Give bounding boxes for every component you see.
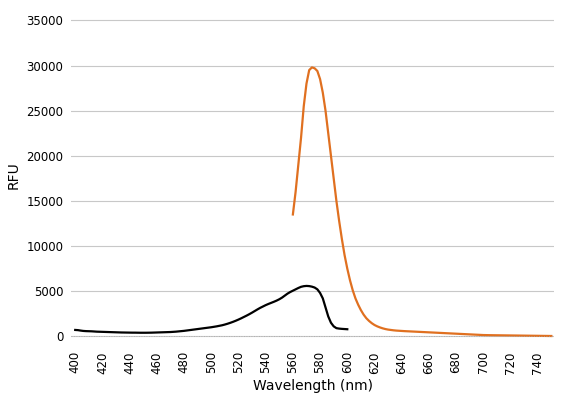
Y-axis label: RFU: RFU [7, 161, 21, 189]
X-axis label: Wavelength (nm): Wavelength (nm) [252, 379, 373, 393]
